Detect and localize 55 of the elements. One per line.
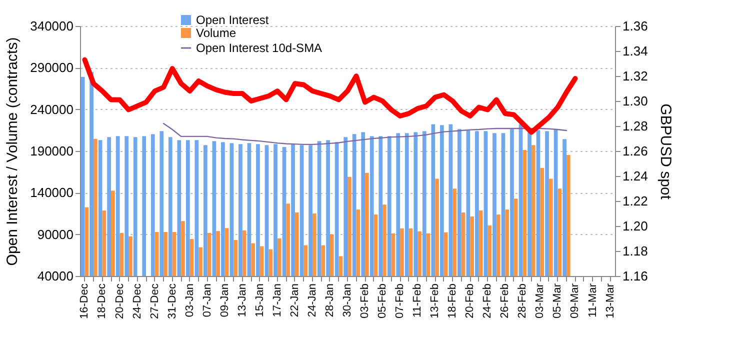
x-tick-label: 09-Mar xyxy=(569,283,582,318)
x-tick-label: 27-Dec xyxy=(148,283,161,319)
x-tick-label: 24-Dec xyxy=(131,283,144,319)
x-tick-label: 28-Feb xyxy=(516,284,529,318)
legend-label: Open Interest xyxy=(196,13,270,27)
y2-tick-label: 1.36 xyxy=(622,18,648,34)
x-tick-label: 09-Jan xyxy=(218,284,231,318)
y-tick-label: 240000 xyxy=(30,102,74,117)
y2-tick-label: 1.28 xyxy=(622,118,648,134)
legend-label: Volume xyxy=(196,26,236,40)
line-series xyxy=(162,122,568,146)
x-tick-label: 13-Mar xyxy=(604,283,616,318)
x-tick-label: 03-Jan xyxy=(184,284,196,318)
y2-tick-label: 1.20 xyxy=(622,218,648,234)
y2-tick-label: 1.16 xyxy=(622,268,648,284)
x-tick-label: 03-Feb xyxy=(359,284,372,318)
x-tick-label: 24-Jan xyxy=(306,284,318,318)
legend-label: Open Interest 10d-SMA xyxy=(196,41,322,55)
x-tick-label: 07-Feb xyxy=(394,284,406,318)
y2-tick-label: 1.30 xyxy=(622,94,648,108)
x-tick-label: 17-Jan xyxy=(271,284,284,318)
y2-tick-label: 1.34 xyxy=(622,44,648,58)
y2-tick-label: 1.22 xyxy=(622,194,648,208)
x-tick-label: 13-Feb xyxy=(429,284,442,318)
y-tick-label: 290000 xyxy=(30,60,74,76)
x-tick-label: 22-Jan xyxy=(288,284,301,318)
x-tick-label: 11-Mar xyxy=(586,283,599,318)
x-tick-label: 18-Dec xyxy=(96,283,108,319)
y-tick-label: 140000 xyxy=(30,185,74,200)
y-tick-label: 40000 xyxy=(37,268,74,284)
x-tick-label: 05-Feb xyxy=(376,284,389,318)
y2-axis-title: GBPUSD spot xyxy=(656,104,674,200)
x-tick-label: 30-Jan xyxy=(342,284,354,318)
y2-tick-label: 1.18 xyxy=(622,244,648,258)
y2-tick-label: 1.24 xyxy=(622,168,648,184)
y-tick-label: 90000 xyxy=(37,226,74,242)
x-tick-label: 18-Feb xyxy=(446,284,459,318)
y2-tick-label: 1.26 xyxy=(622,144,648,158)
x-tick-label: 15-Jan xyxy=(254,284,266,318)
x-tick-label: 20-Dec xyxy=(114,283,126,319)
x-tick-label: 16-Dec xyxy=(78,283,91,319)
x-tick-label: 28-Jan xyxy=(324,284,336,318)
x-tick-label: 20-Feb xyxy=(464,284,476,318)
x-tick-label: 05-Mar xyxy=(552,283,564,318)
y2-tick-label: 1.32 xyxy=(622,68,648,84)
y-axis-title: Open Interest / Volume (contracts) xyxy=(4,37,22,266)
y-tick-label: 190000 xyxy=(30,144,74,158)
x-tick-label: 07-Jan xyxy=(201,284,214,318)
x-tick-label: 24-Feb xyxy=(482,284,494,318)
y-tick-label: 340000 xyxy=(30,18,74,34)
x-tick-label: 31-Dec xyxy=(166,283,178,319)
x-tick-label: 26-Feb xyxy=(499,284,512,318)
x-tick-label: 13-Jan xyxy=(236,284,248,318)
x-tick-label: 03-Mar xyxy=(534,283,546,318)
x-tick-label: 11-Feb xyxy=(412,284,424,318)
